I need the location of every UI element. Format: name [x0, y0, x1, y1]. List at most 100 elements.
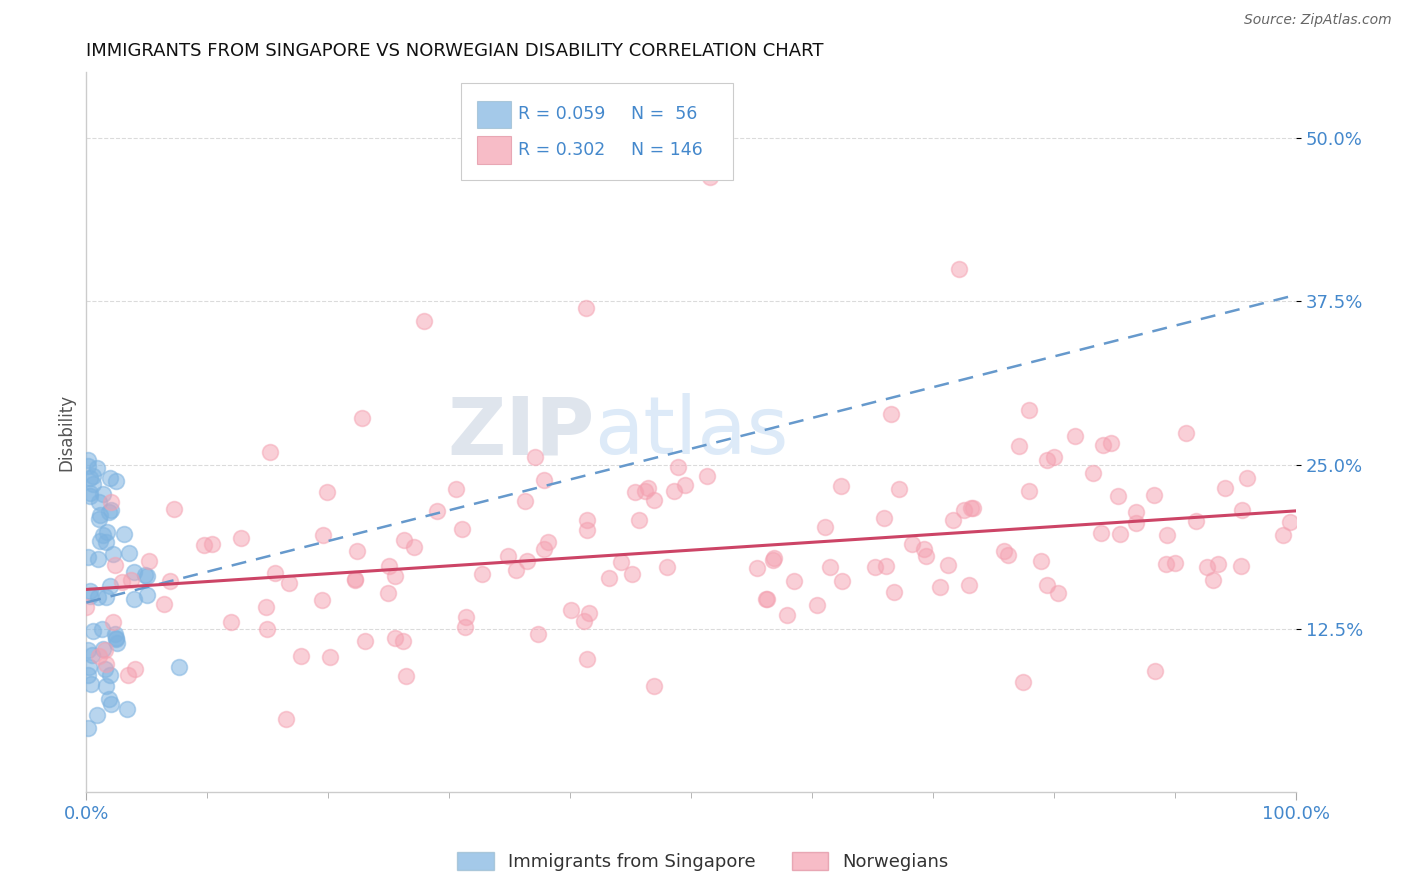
Point	[94, 679, 117, 693]
Point	[93, 643, 115, 657]
Legend: Immigrants from Singapore, Norwegians: Immigrants from Singapore, Norwegians	[450, 846, 956, 879]
FancyBboxPatch shape	[477, 101, 510, 128]
Point	[377, 559, 399, 574]
Point	[312, 527, 335, 541]
Point	[343, 574, 366, 588]
Point	[77, 721, 100, 735]
Point	[662, 483, 685, 498]
Point	[79, 470, 101, 484]
Point	[104, 631, 127, 645]
Point	[193, 538, 215, 552]
Point	[952, 503, 974, 517]
FancyBboxPatch shape	[461, 83, 734, 180]
Point	[1018, 402, 1040, 417]
Text: atlas: atlas	[595, 393, 789, 471]
Point	[560, 603, 582, 617]
Point	[643, 493, 665, 508]
Point	[100, 502, 122, 516]
Point	[82, 624, 104, 639]
Point	[1143, 488, 1166, 502]
Point	[1174, 426, 1197, 441]
Point	[915, 549, 938, 563]
Point	[91, 487, 114, 501]
Point	[100, 697, 122, 711]
Point	[221, 615, 243, 630]
Point	[315, 484, 337, 499]
Point	[624, 485, 647, 500]
Point	[533, 473, 555, 487]
Point	[277, 576, 299, 591]
Point	[201, 537, 224, 551]
Point	[76, 459, 98, 474]
Point	[79, 584, 101, 599]
Point	[98, 505, 121, 519]
Point	[456, 610, 478, 624]
Point	[1125, 516, 1147, 530]
Point	[627, 513, 650, 527]
Point	[1206, 557, 1229, 571]
Point	[1125, 505, 1147, 519]
Point	[666, 459, 689, 474]
Point	[135, 569, 157, 583]
Point	[942, 513, 965, 527]
Point	[621, 567, 644, 582]
Point	[1107, 489, 1129, 503]
Point	[1230, 558, 1253, 573]
Point	[115, 702, 138, 716]
Point	[77, 550, 100, 565]
Point	[352, 410, 374, 425]
Point	[762, 553, 785, 567]
Point	[634, 484, 657, 499]
Point	[576, 523, 599, 537]
Point	[136, 588, 159, 602]
Point	[610, 556, 633, 570]
Y-axis label: Disability: Disability	[58, 393, 75, 471]
Point	[346, 544, 368, 558]
Point	[516, 554, 538, 568]
Point	[153, 597, 176, 611]
Point	[936, 558, 959, 573]
Point	[89, 534, 111, 549]
Point	[80, 648, 103, 662]
Point	[1185, 514, 1208, 528]
Point	[75, 599, 97, 614]
Point	[1063, 429, 1085, 443]
Point	[1090, 525, 1112, 540]
Point	[384, 568, 406, 582]
Point	[229, 531, 252, 545]
Point	[395, 669, 418, 683]
Point	[167, 660, 190, 674]
Point	[101, 615, 124, 629]
Point	[1232, 503, 1254, 517]
Point	[76, 452, 98, 467]
Point	[471, 566, 494, 581]
Point	[820, 560, 842, 574]
Point	[515, 493, 537, 508]
Point	[79, 486, 101, 500]
Point	[578, 607, 600, 621]
Point	[747, 561, 769, 575]
Point	[384, 631, 406, 645]
Point	[1143, 664, 1166, 678]
Point	[1092, 438, 1115, 452]
Point	[657, 560, 679, 574]
Point	[598, 571, 620, 585]
Point	[98, 579, 121, 593]
Point	[82, 477, 104, 491]
Point	[377, 585, 399, 599]
Point	[111, 574, 134, 589]
Point	[101, 547, 124, 561]
Point	[1012, 675, 1035, 690]
Point	[80, 676, 103, 690]
Point	[100, 495, 122, 509]
Point	[404, 540, 426, 554]
Point	[87, 649, 110, 664]
Text: IMMIGRANTS FROM SINGAPORE VS NORWEGIAN DISABILITY CORRELATION CHART: IMMIGRANTS FROM SINGAPORE VS NORWEGIAN D…	[86, 42, 824, 60]
Point	[426, 504, 449, 518]
Point	[87, 552, 110, 566]
Point	[1042, 450, 1064, 464]
Point	[87, 591, 110, 605]
Point	[1271, 528, 1294, 542]
Point	[105, 475, 128, 489]
Point	[259, 445, 281, 459]
